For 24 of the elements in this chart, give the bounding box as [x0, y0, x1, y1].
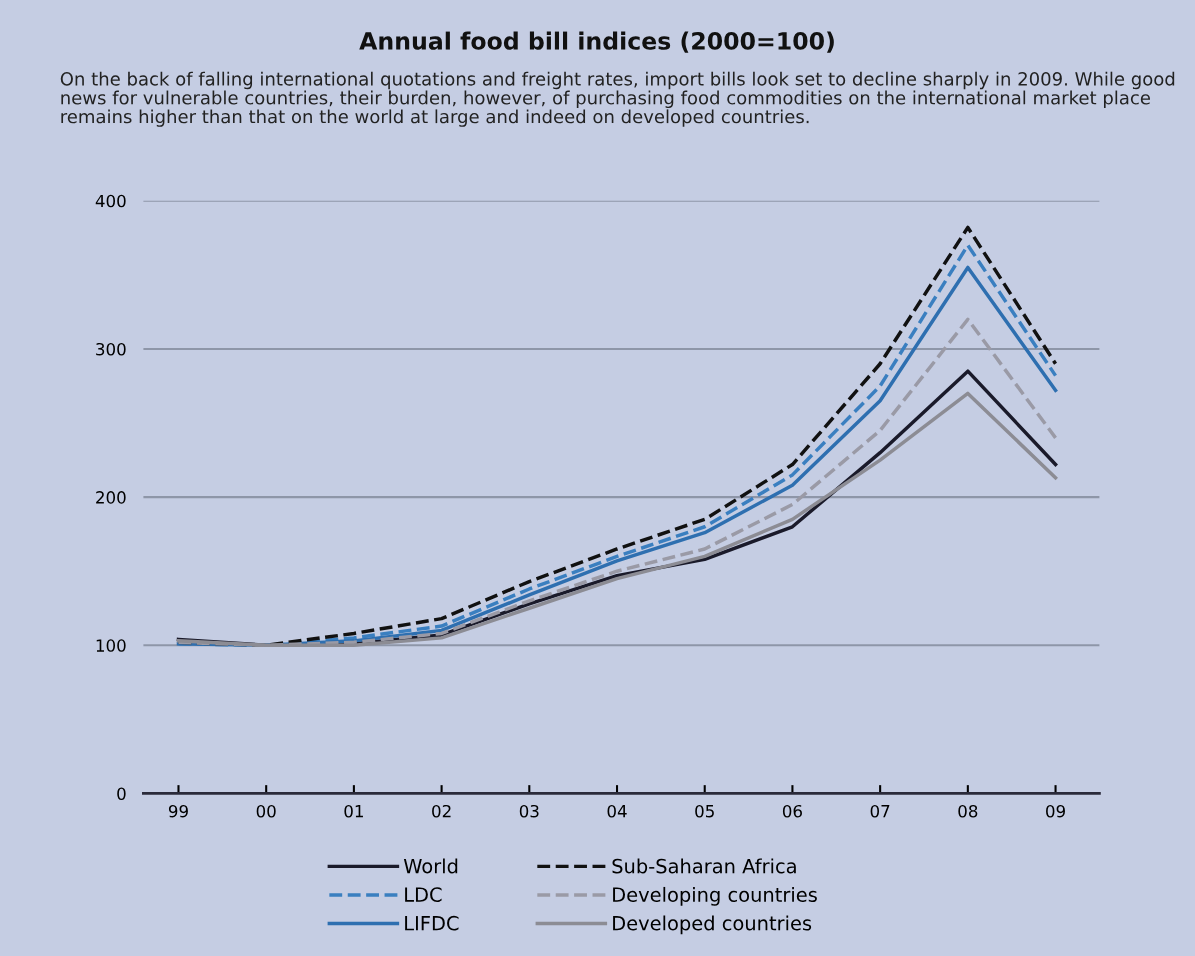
y-tick-label: 300 [96, 342, 126, 356]
x-tick-label: 99 [168, 804, 188, 818]
y-tick-label: 0 [117, 787, 126, 801]
legend-label: Developed countries [613, 915, 812, 935]
x-tick-label: 06 [782, 804, 802, 818]
legend-label: Developing countries [613, 886, 817, 906]
chart-subtitle: On the back of falling international quotations and freight rates, import bills look set to decline sharply in 2009. While good news for vulnerable countries, their burden, however, of purchasing food commodities on the international market place remains higher than that on the world at large and indeed on developed countries. [60, 71, 1175, 127]
chart-title: Annual food bill indices (2000=100) [359, 31, 834, 53]
x-tick-label: 01 [344, 804, 363, 818]
y-tick-label: 100 [96, 639, 126, 652]
x-tick-label: 08 [958, 804, 978, 818]
x-tick-label: 04 [607, 804, 627, 818]
x-tick-label: 07 [870, 804, 890, 818]
legend-label: LDC [405, 887, 442, 902]
legend-label: LIFDC [405, 915, 459, 931]
x-tick-label: 00 [256, 804, 276, 818]
x-tick-label: 09 [1046, 804, 1065, 818]
x-tick-label: 03 [519, 804, 539, 818]
x-tick-label: 02 [432, 804, 451, 818]
x-tick-label: 05 [695, 804, 714, 818]
legend-label: Sub-Saharan Africa [612, 858, 796, 874]
legend-label: World [403, 858, 458, 874]
y-tick-label: 400 [95, 194, 126, 208]
y-tick-label: 200 [96, 491, 126, 504]
